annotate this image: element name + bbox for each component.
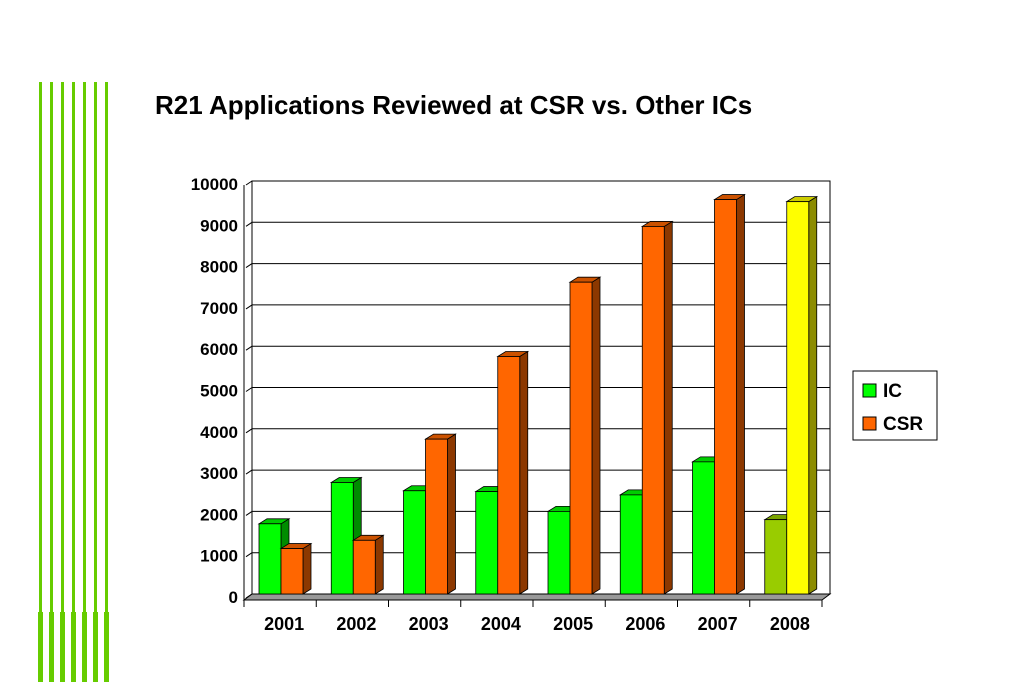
y-tick-label: 8000 <box>200 258 238 277</box>
bar-csr-2007 <box>713 193 746 595</box>
y-tick <box>245 180 253 186</box>
bar-csr-2002 <box>351 534 385 595</box>
x-tick-label: 2008 <box>770 614 810 634</box>
chart-title: R21 Applications Reviewed at CSR vs. Oth… <box>155 90 753 120</box>
y-tick-label: 4000 <box>200 423 238 442</box>
y-tick-label: 9000 <box>200 216 238 235</box>
y-tick-label: 1000 <box>200 547 238 566</box>
bar-csr-2006 <box>640 220 674 595</box>
y-tick <box>245 428 253 434</box>
y-tick <box>245 510 253 516</box>
y-tick <box>245 469 253 475</box>
x-tick-label: 2001 <box>264 614 304 634</box>
y-tick-label: 5000 <box>200 382 238 401</box>
y-tick-label: 7000 <box>200 299 238 318</box>
y-tick <box>245 387 253 392</box>
csr-logo-icon <box>34 14 117 50</box>
y-tick <box>245 345 253 351</box>
legend-swatch-csr <box>862 416 877 431</box>
y-tick <box>245 304 253 310</box>
x-tick-label: 2003 <box>409 614 449 634</box>
y-tick <box>245 552 253 558</box>
y-tick-label: 10000 <box>191 175 238 194</box>
bar-csr-2003 <box>424 433 457 595</box>
x-tick-label: 2002 <box>336 614 376 634</box>
legend-label-csr: CSR <box>883 414 923 435</box>
x-tick-label: 2005 <box>553 614 593 634</box>
bar-csr-2005 <box>568 276 602 595</box>
chart-floor <box>242 593 832 601</box>
legend-swatch-ic <box>862 383 877 398</box>
y-tick <box>245 263 253 269</box>
bar-csr-2004 <box>496 350 530 595</box>
y-tick-label: 3000 <box>200 464 238 483</box>
decorative-stripes <box>38 82 109 682</box>
y-tick <box>245 593 253 599</box>
y-tick <box>245 221 253 227</box>
bar-csr-2008 <box>785 195 819 595</box>
x-tick-label: 2004 <box>481 614 521 634</box>
y-tick-label: 6000 <box>200 340 238 359</box>
legend-label-ic: IC <box>883 381 902 402</box>
y-tick-label: 0 <box>229 588 238 607</box>
bar-csr-2001 <box>279 542 313 595</box>
x-tick-label: 2006 <box>625 614 665 634</box>
y-tick-label: 2000 <box>200 505 238 524</box>
x-tick-label: 2007 <box>698 614 738 634</box>
